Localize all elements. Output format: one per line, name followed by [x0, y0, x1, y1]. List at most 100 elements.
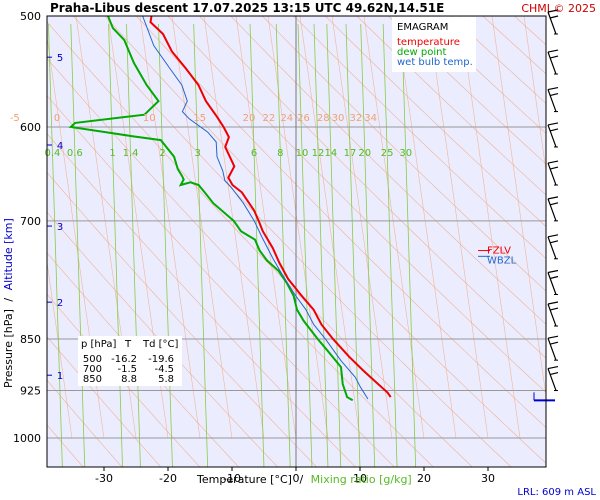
isotherm-line — [139, 16, 201, 439]
temperature-tick-label: -30 — [95, 472, 113, 485]
y-axis-label: Pressure [hPa] / Altitude [km] — [2, 218, 15, 388]
dry-adiabat-label: 20 — [243, 113, 256, 124]
mixing-ratio-label: 17 — [344, 148, 357, 159]
wind-barb — [547, 49, 559, 75]
dry-adiabat-label: -5 — [10, 113, 20, 124]
wind-barb-staff — [547, 368, 557, 391]
mixing-ratio-line — [317, 151, 329, 467]
mixing-ratio-label: 2 — [159, 148, 165, 159]
wind-barb-flag — [547, 335, 559, 339]
wind-barb-flag — [547, 49, 559, 53]
mixing-ratio-line — [130, 151, 141, 467]
wind-barb-flag — [549, 128, 559, 132]
x-axis-label-separator: / — [299, 473, 303, 486]
mixing-ratio-line — [193, 23, 199, 152]
table-cell: -16.2 — [111, 354, 137, 365]
dew-point-profile — [68, 16, 354, 402]
table-cell: 8.8 — [121, 374, 137, 385]
copyright-text: CHMI © 2025 — [521, 2, 596, 15]
dry-adiabat-label: 28 — [317, 113, 330, 124]
isotherm-line — [47, 260, 73, 439]
dry-adiabat-line — [47, 379, 123, 467]
pressure-tick-label: 1000 — [13, 432, 41, 445]
table-header-t: T — [124, 339, 132, 350]
dry-adiabat-line — [47, 336, 162, 467]
mixing-ratio-line — [74, 151, 86, 467]
wind-barb-staff — [547, 303, 557, 327]
wind-barb — [547, 122, 559, 148]
y-axis-label-altitude: Altitude [km] — [2, 218, 15, 290]
dry-adiabat-line — [324, 16, 546, 227]
altitude-tick-label: 5 — [57, 53, 63, 64]
isotherm-line — [523, 16, 546, 173]
wind-barb-flag — [547, 365, 559, 370]
pressure-tick-label: 925 — [20, 385, 41, 398]
mixing-ratio-line — [297, 23, 303, 152]
wet-bulb-profile — [142, 16, 369, 400]
wind-barb-flag — [547, 234, 559, 238]
temperature-tick-label: 30 — [481, 472, 495, 485]
mixing-ratio-line — [108, 23, 113, 152]
wind-barb-staff — [547, 198, 557, 222]
wind-barb-staff — [547, 11, 557, 35]
x-axis-label-temperature: Temperature [°C] — [196, 473, 292, 486]
table-cell: 5.8 — [158, 374, 174, 385]
mixing-ratio-label: 0.4 — [44, 148, 60, 159]
wind-barb-flag — [549, 341, 559, 345]
x-axis-label: Temperature [°C] / Mixing ratio [g/kg] — [196, 473, 412, 486]
dry-adiabat-line — [47, 57, 434, 467]
y-axis-label-pressure: Pressure [hPa] — [2, 309, 15, 388]
mixing-ratio-label: 0.6 — [67, 148, 83, 159]
dry-adiabat-line — [167, 16, 546, 393]
mixing-ratio-label: 20 — [358, 148, 371, 159]
dry-adiabat-label: 10 — [143, 113, 156, 124]
wind-barb — [547, 160, 559, 186]
wind-barb-flag — [549, 275, 559, 280]
sounding-profiles — [68, 16, 490, 402]
isotherm-line — [331, 16, 393, 439]
wind-barb — [547, 365, 559, 392]
wind-barb-staff — [547, 89, 557, 112]
isotherm-line — [363, 16, 425, 439]
wind-barb-staff — [547, 337, 557, 361]
mixing-ratio-line — [275, 23, 281, 152]
mixing-ratio-label: 12 — [312, 148, 325, 159]
legend-title: EMAGRAM — [397, 22, 448, 33]
dry-adiabat-line — [47, 21, 473, 467]
dry-adiabat-label: 0 — [54, 113, 60, 124]
mixing-ratio-label: 25 — [381, 148, 394, 159]
wind-barb-flag — [547, 196, 559, 200]
wind-barb-flag — [549, 371, 559, 376]
isotherm-line — [427, 16, 489, 439]
isotherm-line — [491, 16, 546, 398]
wind-barb — [547, 196, 559, 222]
dry-adiabat-label: 32 — [350, 113, 363, 124]
wind-barb-flag — [547, 160, 559, 164]
isotherm-line — [588, 16, 600, 438]
wind-barb-flag — [549, 240, 559, 244]
mixing-ratio-line — [158, 23, 163, 152]
mixing-ratio-label: 3 — [195, 148, 201, 159]
x-axis-label-mixing: Mixing ratio [g/kg] — [311, 473, 412, 486]
altitude-tick-label: 1 — [57, 371, 63, 382]
legend-item-temperature: temperature — [397, 37, 460, 48]
wind-barb-flag — [549, 166, 559, 170]
mixing-ratio-line — [345, 23, 351, 152]
wind-barb-flag — [549, 307, 559, 311]
wind-barb-flag — [549, 55, 559, 59]
mixing-ratio-label: 10 — [296, 148, 309, 159]
lrl-footer: LRL: 609 m ASL — [517, 487, 596, 498]
dry-adiabat-line — [552, 0, 600, 468]
temperature-tick-label: -10 — [223, 472, 241, 485]
pressure-tick-label: 700 — [20, 215, 41, 228]
wind-barb — [547, 86, 559, 113]
legend-background — [392, 17, 476, 72]
wind-barb-flag — [549, 93, 559, 97]
wind-barb-flag — [547, 122, 559, 126]
mixing-ratio-line — [48, 23, 53, 152]
mixing-ratio-label: 8 — [277, 148, 283, 159]
mixing-ratio-line — [405, 151, 417, 467]
table-background — [78, 336, 182, 386]
dry-adiabat-label: 30 — [332, 113, 345, 124]
wind-barb-flag — [547, 301, 559, 305]
